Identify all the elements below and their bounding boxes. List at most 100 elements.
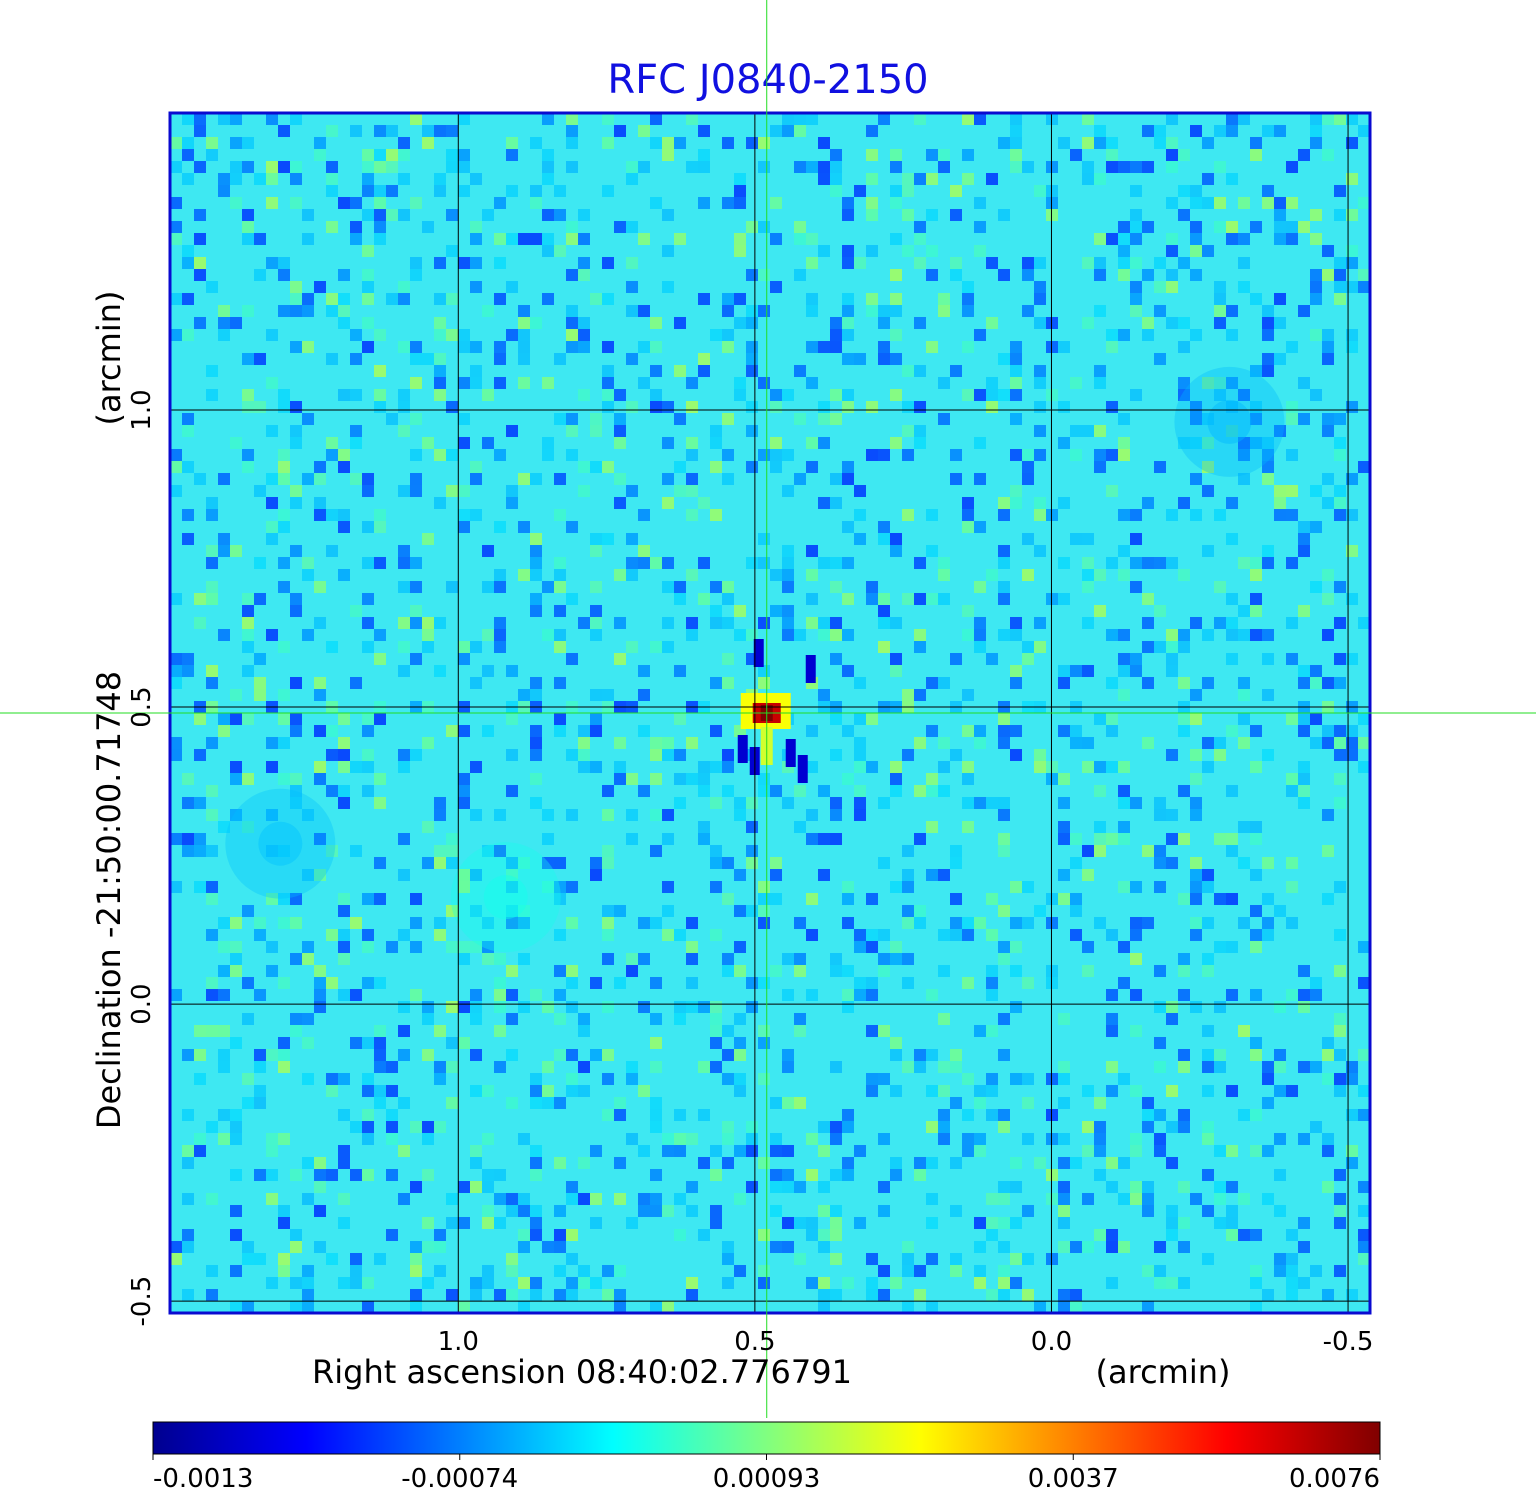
noise-pixel <box>674 1109 686 1121</box>
noise-pixel <box>842 245 854 257</box>
noise-pixel <box>374 797 386 809</box>
noise-pixel <box>218 1133 230 1145</box>
noise-pixel <box>542 1085 554 1097</box>
noise-pixel <box>650 1061 662 1073</box>
noise-pixel <box>374 629 386 641</box>
noise-pixel <box>674 797 686 809</box>
noise-pixel <box>542 629 554 641</box>
noise-pixel <box>1346 1157 1358 1169</box>
noise-pixel <box>194 1133 206 1145</box>
noise-pixel <box>950 449 962 461</box>
noise-pixel <box>710 1169 722 1181</box>
noise-pixel <box>266 521 278 533</box>
noise-pixel <box>626 353 638 365</box>
noise-pixel <box>962 113 974 125</box>
noise-pixel <box>1346 257 1358 269</box>
noise-pixel <box>494 521 506 533</box>
noise-pixel <box>1298 545 1310 557</box>
noise-pixel <box>458 161 470 173</box>
noise-pixel <box>770 1133 782 1145</box>
noise-pixel <box>722 305 734 317</box>
noise-pixel <box>830 833 842 845</box>
noise-pixel <box>278 557 290 569</box>
noise-pixel <box>1238 281 1250 293</box>
noise-pixel <box>1082 965 1094 977</box>
noise-pixel <box>182 1145 194 1157</box>
noise-pixel <box>1094 833 1106 845</box>
noise-pixel <box>1166 665 1178 677</box>
noise-pixel <box>1154 353 1166 365</box>
noise-pixel <box>746 1121 758 1133</box>
noise-pixel <box>1214 293 1226 305</box>
y-axis-label: Declination -21:50:00.71748 <box>90 671 128 1129</box>
noise-pixel <box>422 617 434 629</box>
noise-pixel <box>926 725 938 737</box>
noise-pixel <box>890 149 902 161</box>
noise-pixel <box>242 233 254 245</box>
noise-pixel <box>1130 389 1142 401</box>
noise-pixel <box>1286 221 1298 233</box>
noise-pixel <box>1262 473 1274 485</box>
noise-pixel <box>434 1265 446 1277</box>
noise-pixel <box>266 845 278 857</box>
noise-pixel <box>314 1181 326 1193</box>
noise-pixel <box>1250 821 1262 833</box>
noise-pixel <box>1058 665 1070 677</box>
noise-pixel <box>554 893 566 905</box>
noise-pixel <box>170 989 182 1001</box>
noise-pixel <box>1010 665 1022 677</box>
noise-pixel <box>182 149 194 161</box>
noise-pixel <box>446 485 458 497</box>
noise-pixel <box>722 329 734 341</box>
noise-pixel <box>1058 1181 1070 1193</box>
noise-pixel <box>422 1013 434 1025</box>
noise-pixel <box>806 929 818 941</box>
noise-pixel <box>674 713 686 725</box>
noise-pixel <box>782 617 794 629</box>
noise-pixel <box>1262 305 1274 317</box>
noise-pixel <box>518 1133 530 1145</box>
noise-pixel <box>326 545 338 557</box>
noise-pixel <box>1202 677 1214 689</box>
noise-pixel <box>986 389 998 401</box>
noise-pixel <box>902 245 914 257</box>
noise-pixel <box>782 581 794 593</box>
noise-pixel <box>302 869 314 881</box>
noise-pixel <box>902 173 914 185</box>
noise-pixel <box>266 941 278 953</box>
noise-pixel <box>578 1277 590 1289</box>
noise-pixel <box>806 761 818 773</box>
noise-pixel <box>542 881 554 893</box>
noise-pixel <box>458 725 470 737</box>
noise-pixel <box>746 137 758 149</box>
noise-pixel <box>1262 461 1274 473</box>
noise-pixel <box>242 461 254 473</box>
noise-pixel <box>938 965 950 977</box>
noise-pixel <box>614 1157 626 1169</box>
noise-pixel <box>1094 125 1106 137</box>
noise-pixel <box>1214 1145 1226 1157</box>
noise-pixel <box>926 1157 938 1169</box>
noise-pixel <box>1010 1253 1022 1265</box>
noise-pixel <box>818 785 830 797</box>
noise-pixel <box>494 1193 506 1205</box>
noise-pixel <box>1082 941 1094 953</box>
noise-pixel <box>830 1133 842 1145</box>
noise-pixel <box>638 785 650 797</box>
noise-pixel <box>350 1037 362 1049</box>
noise-pixel <box>602 257 614 269</box>
noise-pixel <box>362 521 374 533</box>
noise-pixel <box>1334 965 1346 977</box>
noise-pixel <box>650 749 662 761</box>
noise-pixel <box>1166 1121 1178 1133</box>
noise-pixel <box>266 1169 278 1181</box>
noise-pixel <box>554 473 566 485</box>
noise-pixel <box>638 305 650 317</box>
noise-pixel <box>1250 1109 1262 1121</box>
noise-pixel <box>638 545 650 557</box>
noise-pixel <box>1250 605 1262 617</box>
noise-pixel <box>1298 773 1310 785</box>
noise-pixel <box>818 1121 830 1133</box>
noise-pixel <box>350 329 362 341</box>
noise-pixel <box>266 1133 278 1145</box>
